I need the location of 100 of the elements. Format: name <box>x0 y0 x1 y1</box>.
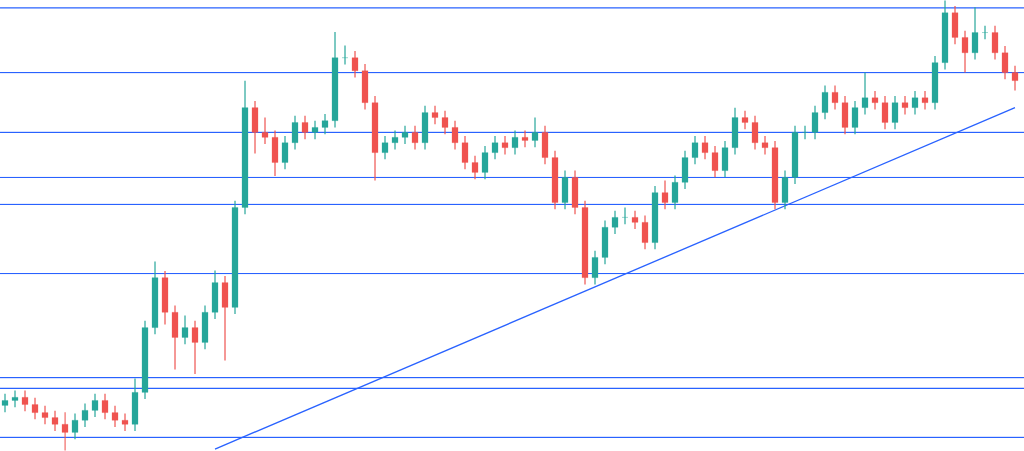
candlestick <box>731 107 739 156</box>
candlestick <box>581 200 589 286</box>
candlestick <box>71 412 79 440</box>
candlestick <box>191 320 199 375</box>
candlestick <box>421 105 429 151</box>
candlestick <box>981 25 989 40</box>
candlestick <box>431 105 439 125</box>
candlestick <box>231 200 239 315</box>
candlestick <box>861 71 869 115</box>
candlestick <box>711 145 719 178</box>
candlestick <box>521 129 529 148</box>
candlestick <box>391 129 399 151</box>
candlestick <box>651 185 659 250</box>
candlestick <box>601 219 609 265</box>
candlestick <box>691 135 699 165</box>
candlestick <box>21 389 29 412</box>
candlestick <box>371 95 379 182</box>
candlestick <box>781 170 789 210</box>
candlestick <box>481 145 489 180</box>
candlestick <box>31 397 39 420</box>
candlestick <box>51 410 59 432</box>
candlestick <box>541 125 549 165</box>
candlestick <box>751 115 759 151</box>
candlestick <box>821 85 829 120</box>
candlestick <box>171 304 179 371</box>
candlestick <box>341 44 349 66</box>
candlestick <box>91 393 99 418</box>
candlestick <box>411 125 419 151</box>
candlestick <box>441 110 449 135</box>
candlestick <box>281 135 289 170</box>
candlestick <box>641 215 649 250</box>
candlestick <box>761 135 769 156</box>
candlestick <box>491 135 499 160</box>
candlestick <box>551 150 559 210</box>
candlestick <box>181 314 189 345</box>
candlestick <box>811 105 819 140</box>
candlestick <box>301 115 309 140</box>
candlestick <box>401 125 409 145</box>
candlestick <box>631 210 639 230</box>
candlestick <box>591 250 599 286</box>
candlestick <box>101 393 109 420</box>
candlestick <box>881 95 889 130</box>
candlestick <box>61 411 69 451</box>
candlestick <box>291 115 299 151</box>
candlestick <box>201 304 209 350</box>
candlestick <box>381 135 389 160</box>
candlestick <box>361 63 369 111</box>
candlestick <box>461 135 469 170</box>
candlestick <box>121 412 129 432</box>
candlestick <box>921 90 929 111</box>
candlestick <box>901 95 909 115</box>
candlestick <box>251 100 259 155</box>
candlestick <box>151 260 159 335</box>
candlestick <box>501 135 509 156</box>
candlestick <box>971 6 979 61</box>
candlestick <box>951 5 959 45</box>
candlestick <box>571 170 579 215</box>
candlestick <box>531 116 539 148</box>
candlestick <box>771 140 779 210</box>
candlestick <box>451 120 459 151</box>
candlestick <box>221 275 229 362</box>
candlestick <box>661 179 669 210</box>
candlestick <box>721 140 729 178</box>
candlestick <box>831 85 839 111</box>
candlestick <box>11 389 19 408</box>
candlestick <box>321 113 329 135</box>
candlestick <box>671 174 679 210</box>
candlestick <box>701 135 709 160</box>
candlestick <box>161 270 169 326</box>
candlestick <box>271 129 279 177</box>
candlestick <box>931 55 939 111</box>
candlestick <box>1011 65 1019 92</box>
candlestick <box>611 210 619 235</box>
candlestick <box>791 125 799 185</box>
candlestick <box>331 31 339 129</box>
candlestick <box>911 90 919 115</box>
candlestick <box>681 150 689 190</box>
candlestick <box>991 25 999 61</box>
candlestick <box>141 320 149 400</box>
candlestick <box>111 405 119 428</box>
candlestick <box>891 95 899 130</box>
candlestick <box>311 120 319 140</box>
candlestick <box>741 110 749 130</box>
candlestick <box>801 125 809 140</box>
candlestick <box>961 30 969 74</box>
candlestick <box>1 393 9 413</box>
candlestick <box>241 80 249 215</box>
candlestick <box>621 206 629 225</box>
candlestick <box>511 129 519 156</box>
candlestick <box>561 170 569 210</box>
candlestick <box>351 50 359 79</box>
candlestick <box>841 95 849 135</box>
candlestick <box>471 155 479 180</box>
candlestick <box>851 100 859 135</box>
candlestick <box>261 116 269 145</box>
candlestick <box>211 269 219 320</box>
candlestick <box>41 405 49 425</box>
candlestick <box>81 403 89 428</box>
candlestick <box>871 90 879 111</box>
candlestick <box>941 0 949 71</box>
